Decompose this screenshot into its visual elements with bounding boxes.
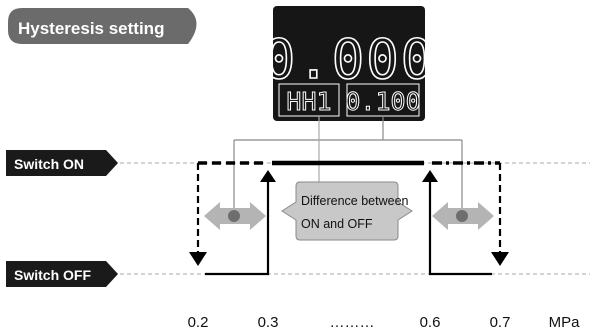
svg-text:Switch ON: Switch ON	[14, 156, 84, 172]
svg-text:Switch OFF: Switch OFF	[14, 267, 91, 283]
page-title: Hysteresis setting	[18, 19, 164, 38]
dashed-path-left	[189, 161, 268, 266]
callout-line-2: ON and OFF	[301, 217, 373, 231]
leader-lines	[233, 116, 463, 216]
switch-off-label: Switch OFF	[6, 261, 118, 287]
solid-switching-path	[205, 160, 492, 276]
tick-ellipsis: ………	[330, 314, 375, 331]
tick-label: 0.2	[188, 314, 209, 331]
pressure-axis: 0.2 0.3 ……… 0.6 0.7 MPa	[188, 314, 581, 331]
digital-display: 0.000 HH1 0.100	[262, 6, 436, 121]
title-badge: Hysteresis setting	[8, 8, 197, 44]
callout-line-1: Difference between	[301, 194, 409, 208]
sub-readout-right: 0.100	[345, 87, 420, 116]
axis-unit: MPa	[549, 314, 581, 331]
tick-label: 0.3	[258, 314, 279, 331]
main-readout: 0.000	[263, 28, 436, 91]
switch-on-label: Switch ON	[6, 150, 118, 176]
hysteresis-callout: Difference between ON and OFF	[281, 181, 413, 241]
adjust-arrow-left	[204, 202, 266, 230]
sub-readout-left: HH1	[286, 87, 331, 116]
dashed-path-right	[432, 161, 509, 266]
tick-label: 0.6	[420, 314, 441, 331]
adjust-arrow-right	[432, 202, 494, 230]
tick-label: 0.7	[490, 314, 511, 331]
